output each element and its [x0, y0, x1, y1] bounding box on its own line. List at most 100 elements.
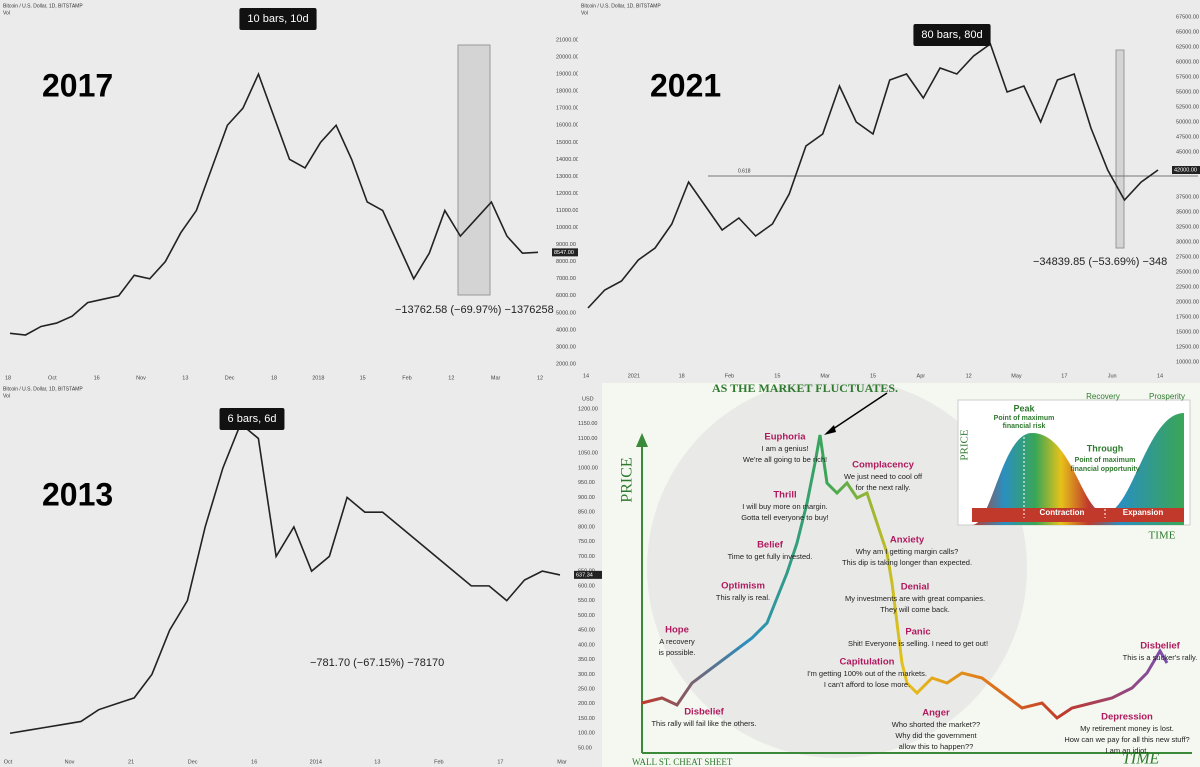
stage-name: Anxiety	[890, 535, 925, 546]
stage-name: Depression	[1101, 712, 1153, 723]
fib-label: 0.618	[738, 168, 751, 174]
y-tick-label: 22500.00	[1176, 284, 1199, 290]
x-tick-label: Feb	[402, 375, 411, 381]
y-tick-label: 150.00	[578, 716, 595, 722]
cs-title: AS THE MARKET FLUCTUATES.	[712, 383, 898, 395]
coin	[647, 383, 1027, 758]
chart-header: Bitcoin / U.S. Dollar, 1D, BITSTAMP	[3, 386, 83, 392]
x-tick-label: 12	[448, 375, 454, 381]
stage-quote: I can't afford to lose more.	[824, 680, 910, 689]
chart-panel: 0.618 Bitcoin / U.S. Dollar, 1D, BITSTAMP…	[578, 0, 1200, 383]
x-tick-label: Dec	[188, 759, 198, 765]
stage-name: Denial	[901, 582, 930, 593]
y-tick-label: 60000.00	[1176, 59, 1199, 65]
price-axis-label: PRICE	[619, 457, 636, 502]
stage-quote: I will buy more on margin.	[742, 502, 827, 511]
last-price: 8547.00	[554, 250, 574, 256]
stage-name: Complacency	[852, 460, 914, 471]
stage-quote: Why did the government	[895, 731, 977, 740]
y-tick-label: 13000.00	[556, 174, 578, 180]
stage-name: Euphoria	[764, 432, 806, 443]
x-tick-label: 14	[583, 373, 589, 379]
x-tick-label: 13	[182, 375, 188, 381]
psychology-curve	[641, 434, 1169, 720]
stage-quote: Time to get fully invested.	[728, 552, 813, 561]
y-tick-label: 9000.00	[556, 242, 576, 248]
arrow	[636, 433, 648, 447]
stage-name: Disbelief	[684, 707, 724, 718]
y-tick-label: 52500.00	[1176, 104, 1199, 110]
stage-quote: Who shorted the market??	[892, 720, 980, 729]
y-tick-label: 45000.00	[1176, 149, 1199, 155]
y-tick-label: 5000.00	[556, 310, 576, 316]
x-tick-label: 21	[128, 759, 134, 765]
y-tick-label: 8000.00	[556, 259, 576, 265]
stage-quote: Gotta tell everyone to buy!	[741, 513, 829, 522]
stage-quote: This is a sucker's rally.	[1123, 653, 1198, 662]
y-tick-label: 50000.00	[1176, 119, 1199, 125]
y-tick-label: 15000.00	[1176, 329, 1199, 335]
y-tick-label: 15000.00	[556, 140, 578, 146]
y-tick-label: 800.00	[578, 524, 595, 530]
y-tick-label: 300.00	[578, 672, 595, 678]
x-tick-label: 15	[360, 375, 366, 381]
recovery-label: Recovery	[1086, 392, 1120, 401]
y-tick-label: 12000.00	[556, 191, 578, 197]
x-tick-label: Mar	[820, 373, 830, 379]
y-tick-label: 1100.00	[578, 436, 597, 442]
y-tick-label: 57500.00	[1176, 74, 1199, 80]
measure-label: −34839.85 (−53.69%) −348	[1033, 256, 1167, 268]
y-tick-label: 50.00	[578, 745, 592, 751]
x-tick-label: 12	[537, 375, 543, 381]
y-tick-label: 100.00	[578, 731, 595, 737]
y-tick-label: 30000.00	[1176, 239, 1199, 245]
y-tick-label: 62500.00	[1176, 44, 1199, 50]
y-tick-label: 27500.00	[1176, 254, 1199, 260]
expansion-label: Expansion	[1123, 508, 1164, 517]
measure-box	[457, 44, 491, 296]
stage-quote: How can we pay for all this new stuff?	[1064, 735, 1189, 744]
y-tick-label: 550.00	[578, 598, 595, 604]
y-tick-label: 17500.00	[1176, 314, 1199, 320]
year-label: 2013	[42, 476, 113, 512]
y-tick-label: 18000.00	[556, 89, 578, 95]
currency: USD	[582, 396, 594, 402]
x-tick-label: 14	[1157, 373, 1163, 379]
bars-label: 80 bars, 80d	[921, 29, 982, 41]
trough-note: financial opportunity	[1070, 466, 1139, 473]
y-tick-label: 4000.00	[556, 327, 576, 333]
stage-name: Disbelief	[1140, 641, 1180, 652]
y-tick-label: 3000.00	[556, 344, 576, 350]
x-tick-label: 12	[966, 373, 972, 379]
x-tick-label: 16	[251, 759, 257, 765]
y-tick-label: 6000.00	[556, 293, 576, 299]
y-tick-label: 16000.00	[556, 123, 578, 129]
stage-quote: My investments are with great companies.	[845, 594, 985, 603]
stage-quote: We just need to cool off	[844, 472, 923, 481]
y-tick-label: 1050.00	[578, 451, 598, 457]
prosperity-label: Prosperity	[1149, 392, 1185, 401]
y-tick-label: 21000.00	[556, 37, 578, 43]
legend: Vol	[3, 10, 10, 16]
y-tick-label: 20000.00	[1176, 299, 1199, 305]
year-label: 2021	[650, 67, 721, 103]
arrow	[826, 392, 888, 434]
stage-quote: allow this to happen??	[899, 742, 974, 751]
measure-box	[1115, 49, 1125, 249]
x-tick-label: Oct	[4, 759, 13, 765]
stage-quote: My retirement money is lost.	[1080, 724, 1174, 733]
x-tick-label: May	[1011, 373, 1022, 379]
price-tag	[1172, 166, 1200, 174]
y-tick-label: 500.00	[578, 613, 595, 619]
badge-bg	[219, 408, 285, 430]
y-tick-label: 10000.00	[556, 225, 578, 231]
badge-bg	[913, 24, 991, 46]
peak-note: Point of maximum	[994, 415, 1055, 422]
x-tick-label: Dec	[225, 375, 235, 381]
y-tick-label: 2000.00	[556, 361, 576, 367]
inset-time: TIME	[1149, 530, 1176, 542]
x-tick-label: Mar	[557, 759, 567, 765]
